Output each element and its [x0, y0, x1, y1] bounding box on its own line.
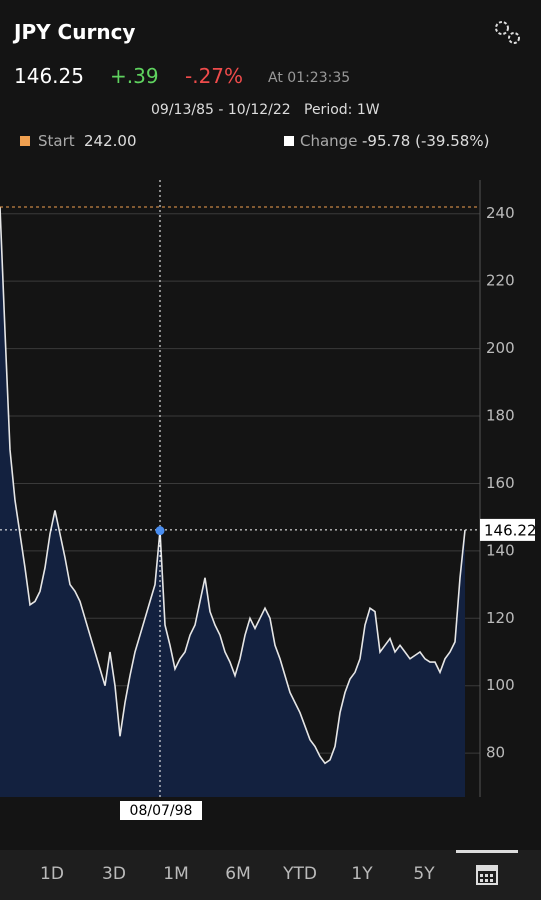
line [0, 206, 466, 765]
last-value-label: 146.22 [484, 521, 537, 539]
date-label: 08/07/98 [130, 803, 193, 819]
range-tab[interactable]: 6M [225, 864, 251, 884]
y-tick-label: 100 [486, 676, 515, 694]
y-tick-label: 240 [486, 204, 515, 222]
crosshair-point [155, 526, 165, 536]
last-value-box [480, 518, 535, 541]
y-tick-label: 120 [486, 609, 515, 627]
y-tick-label: 140 [486, 541, 515, 559]
range-tab[interactable]: 1M [163, 864, 189, 884]
range-tab[interactable]: 3D [102, 864, 126, 884]
area [0, 207, 465, 797]
range-tab[interactable]: YTD [283, 864, 317, 884]
y-tick-label: 80 [486, 744, 505, 762]
range-tab[interactable]: 5Y [413, 864, 435, 884]
time: At 01:23:35 [268, 70, 351, 86]
legend-value: 242.00 [84, 132, 137, 150]
range: 09/13/85 - 10/12/22 [151, 102, 291, 118]
change-swatch [284, 136, 294, 146]
title: JPY Curncy [14, 20, 136, 44]
date-label-box [120, 801, 202, 820]
y-tick-label: 160 [486, 474, 515, 492]
y-tick-label: 180 [486, 407, 515, 425]
tab-bar: 1D 3D 1M 6M YTD 1Y 5Y [0, 850, 541, 900]
start-swatch [20, 136, 30, 146]
legend-value: -95.78 (-39.58%) [362, 132, 490, 150]
range-tab[interactable]: 1Y [351, 864, 373, 884]
tab-indicator [456, 850, 518, 853]
chart: 80 100 120 140 160 180 200 220 240 146.22 08/07/98 [0, 180, 537, 820]
legend-label: Change [300, 132, 358, 150]
y-tick-label: 200 [486, 339, 515, 357]
period: Period: 1W [304, 102, 380, 118]
change-pct: -.27% [185, 64, 244, 88]
calendar-icon[interactable] [476, 863, 498, 885]
settings-icon[interactable] [490, 16, 526, 48]
range-tab[interactable]: 1D [40, 864, 64, 884]
price: 146.25 [14, 64, 84, 88]
change: +.39 [110, 64, 159, 88]
y-tick-label: 220 [486, 272, 515, 290]
legend-label: Start [38, 132, 75, 150]
